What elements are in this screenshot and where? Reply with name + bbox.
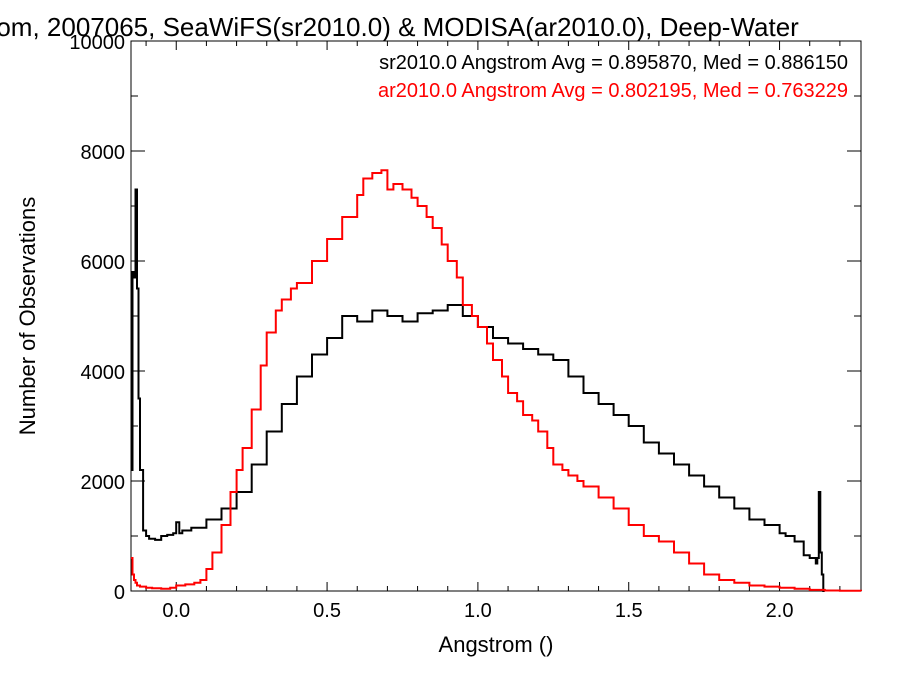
legend-annotation-1: ar2010.0 Angstrom Avg = 0.802195, Med = … [378, 80, 848, 102]
annotations: sr2010.0 Angstrom Avg = 0.895870, Med = … [378, 52, 848, 102]
chart-title: Angstrom, 2007065, SeaWiFS(sr2010.0) & M… [0, 12, 799, 42]
series-layer [131, 169, 862, 592]
x-tick-label: 1.5 [615, 600, 643, 622]
y-axis-label: Number of Observations [15, 197, 40, 435]
y-tick-label: 0 [114, 582, 125, 604]
series-line-1 [131, 169, 862, 592]
x-axis-label: Angstrom () [439, 632, 554, 657]
y-tick-label: 6000 [81, 252, 126, 274]
y-tick-label: 10000 [69, 32, 125, 54]
plot-frame [130, 40, 862, 592]
series-line-0 [131, 188, 825, 592]
x-tick-label: 0.5 [313, 600, 341, 622]
x-axis: 0.0 0.5 1.0 1.5 2.0 [145, 41, 841, 622]
plot-area [130, 40, 862, 592]
y-axis: 0 2000 4000 6000 8000 10000 [69, 32, 861, 604]
y-tick-label: 2000 [81, 472, 126, 494]
x-tick-label: 2.0 [766, 600, 794, 622]
y-tick-label: 8000 [81, 142, 126, 164]
y-tick-label: 4000 [81, 362, 126, 384]
legend-annotation-0: sr2010.0 Angstrom Avg = 0.895870, Med = … [379, 52, 848, 74]
x-tick-label: 1.0 [464, 600, 492, 622]
x-tick-label: 0.0 [162, 600, 190, 622]
